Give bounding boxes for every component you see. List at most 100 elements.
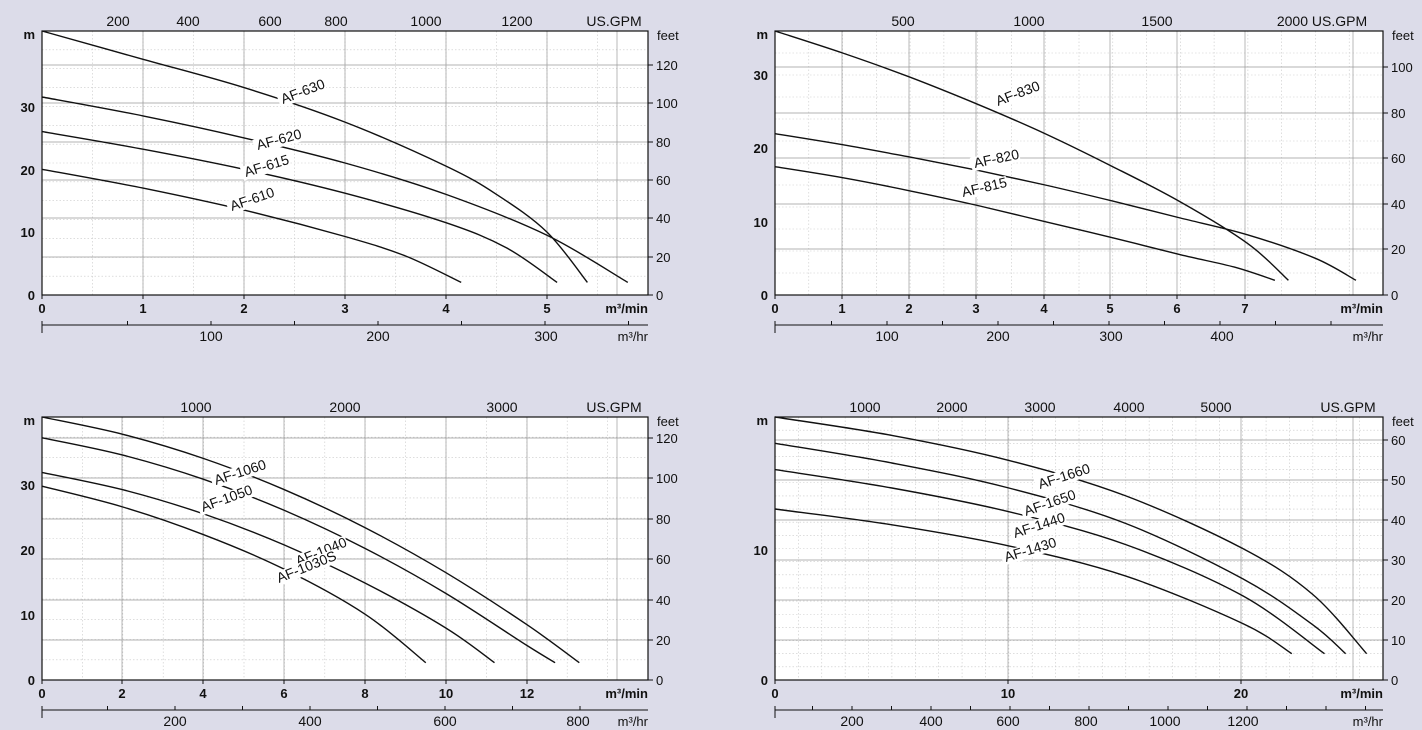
- feet-tick-label: 50: [1391, 473, 1405, 488]
- gpm-tick-label: 600: [258, 13, 282, 29]
- hr-tick-label: 600: [996, 713, 1020, 729]
- x-tick-label: 6: [1173, 301, 1180, 316]
- feet-tick-label: 80: [656, 512, 670, 527]
- feet-tick-label: 20: [656, 633, 670, 648]
- x-tick-label: 2: [118, 686, 125, 701]
- plot-frame: [774, 416, 1384, 681]
- feet-tick-label: 100: [656, 96, 678, 111]
- y2-axis-unit: feet: [1392, 28, 1414, 43]
- feet-tick-label: 30: [1391, 553, 1405, 568]
- plot-frame: [41, 416, 649, 681]
- x-tick-label: 10: [439, 686, 453, 701]
- x-tick-label: 10: [1001, 686, 1015, 701]
- x-tick-label: 1: [838, 301, 845, 316]
- gpm-tick-label: 1000: [849, 399, 880, 415]
- x2-axis-unit: m³/hr: [1353, 329, 1384, 344]
- feet-tick-label: 80: [1391, 106, 1405, 121]
- plot-area: [775, 31, 1383, 295]
- y-tick-label: 30: [754, 68, 768, 83]
- gpm-tick-label: 1000: [180, 399, 211, 415]
- major-grid: [42, 31, 648, 295]
- series-line-af-620: [41, 96, 629, 284]
- x-tick-label: 0: [38, 301, 45, 316]
- hr-tick-label: 100: [199, 328, 223, 344]
- feet-tick-label: 0: [656, 673, 663, 688]
- hr-tick-label: 200: [366, 328, 390, 344]
- y-tick-label: 10: [21, 608, 35, 623]
- x2-axis-unit: m³/hr: [618, 329, 649, 344]
- hr-tick-label: 1000: [1149, 713, 1180, 729]
- y-axis-unit: m: [756, 27, 768, 42]
- feet-tick-label: 80: [656, 135, 670, 150]
- x2-axis-unit: m³/hr: [1353, 714, 1384, 729]
- feet-tick-label: 60: [656, 173, 670, 188]
- chart-af800: 0 1 2 3 4 5 6 7 m³/min 0 10 20 30 m 0 20 40 60 80 100 feet 50…: [754, 13, 1415, 344]
- feet-tick-label: 20: [1391, 593, 1405, 608]
- x-tick-label: 0: [38, 686, 45, 701]
- hr-tick-label: 200: [986, 328, 1010, 344]
- x-axis-unit: m³/min: [605, 301, 648, 316]
- x-tick-label: 5: [1106, 301, 1113, 316]
- series-line-af-1650: [774, 442, 1347, 655]
- x-tick-label: 6: [280, 686, 287, 701]
- x-axis-unit: m³/min: [1340, 301, 1383, 316]
- gpm-tick-label: 1200: [501, 13, 532, 29]
- x2-axis-unit: m³/hr: [618, 714, 649, 729]
- series-line-af-610: [41, 168, 462, 284]
- y2-axis-unit: feet: [1392, 414, 1414, 429]
- series-line-af-1660: [774, 416, 1368, 655]
- y-tick-label: 20: [21, 163, 35, 178]
- gpm-tick-label: 1000: [1013, 13, 1044, 29]
- x-tick-label: 3: [341, 301, 348, 316]
- y2-axis-unit: feet: [657, 28, 679, 43]
- feet-tick-label: 20: [656, 250, 670, 265]
- feet-tick-label: 60: [1391, 433, 1405, 448]
- x-tick-label: 7: [1241, 301, 1248, 316]
- hr-tick-label: 600: [433, 713, 457, 729]
- gpm-tick-label: 400: [176, 13, 200, 29]
- hr-tick-label: 800: [1074, 713, 1098, 729]
- hr-tick-label: 200: [163, 713, 187, 729]
- x-tick-label: 4: [199, 686, 207, 701]
- y-tick-label: 0: [28, 673, 35, 688]
- feet-tick-label: 10: [1391, 633, 1405, 648]
- x-tick-label: 4: [1040, 301, 1048, 316]
- hr-tick-label: 800: [566, 713, 590, 729]
- feet-tick-label: 20: [1391, 242, 1405, 257]
- y-tick-label: 10: [754, 543, 768, 558]
- feet-tick-label: 40: [656, 593, 670, 608]
- x-tick-label: 1: [139, 301, 146, 316]
- x-axis-unit: m³/min: [605, 686, 648, 701]
- y-tick-label: 10: [21, 225, 35, 240]
- x-tick-label: 0: [771, 686, 778, 701]
- series-line-af-830: [774, 30, 1289, 281]
- series-line-af-1050: [41, 437, 556, 664]
- chart-af1000: 0 2 4 6 8 10 12 m³/min 0 10 20 30 m 0 20 40 60 80 100 120 fe…: [21, 399, 680, 729]
- hr-tick-label: 200: [840, 713, 864, 729]
- series-line-af-815: [774, 166, 1276, 281]
- x-tick-label: 4: [442, 301, 450, 316]
- gpm-tick-label: US.GPM: [586, 399, 641, 415]
- hr-tick-label: 400: [919, 713, 943, 729]
- x-tick-label: 0: [771, 301, 778, 316]
- x-tick-label: 12: [520, 686, 534, 701]
- gpm-tick-label: 200: [106, 13, 130, 29]
- series-line-af-1440: [774, 468, 1325, 655]
- x3-axis-unit: US.GPM: [586, 13, 641, 29]
- gpm-tick-label: US.GPM: [1320, 399, 1375, 415]
- feet-tick-label: 0: [656, 288, 663, 303]
- gpm-tick-label: 4000: [1113, 399, 1144, 415]
- feet-tick-label: 100: [1391, 60, 1413, 75]
- y-tick-label: 30: [21, 478, 35, 493]
- y-tick-label: 20: [754, 141, 768, 156]
- y2-axis-unit: feet: [657, 414, 679, 429]
- x-tick-label: 2: [905, 301, 912, 316]
- series-line-af-615: [41, 130, 558, 283]
- gpm-tick-label: 800: [324, 13, 348, 29]
- x-tick-label: 2: [240, 301, 247, 316]
- feet-tick-label: 40: [656, 211, 670, 226]
- gpm-tick-label: 2000 US.GPM: [1277, 13, 1367, 29]
- gpm-tick-label: 2000: [329, 399, 360, 415]
- x-tick-label: 8: [361, 686, 368, 701]
- gpm-tick-label: 5000: [1200, 399, 1231, 415]
